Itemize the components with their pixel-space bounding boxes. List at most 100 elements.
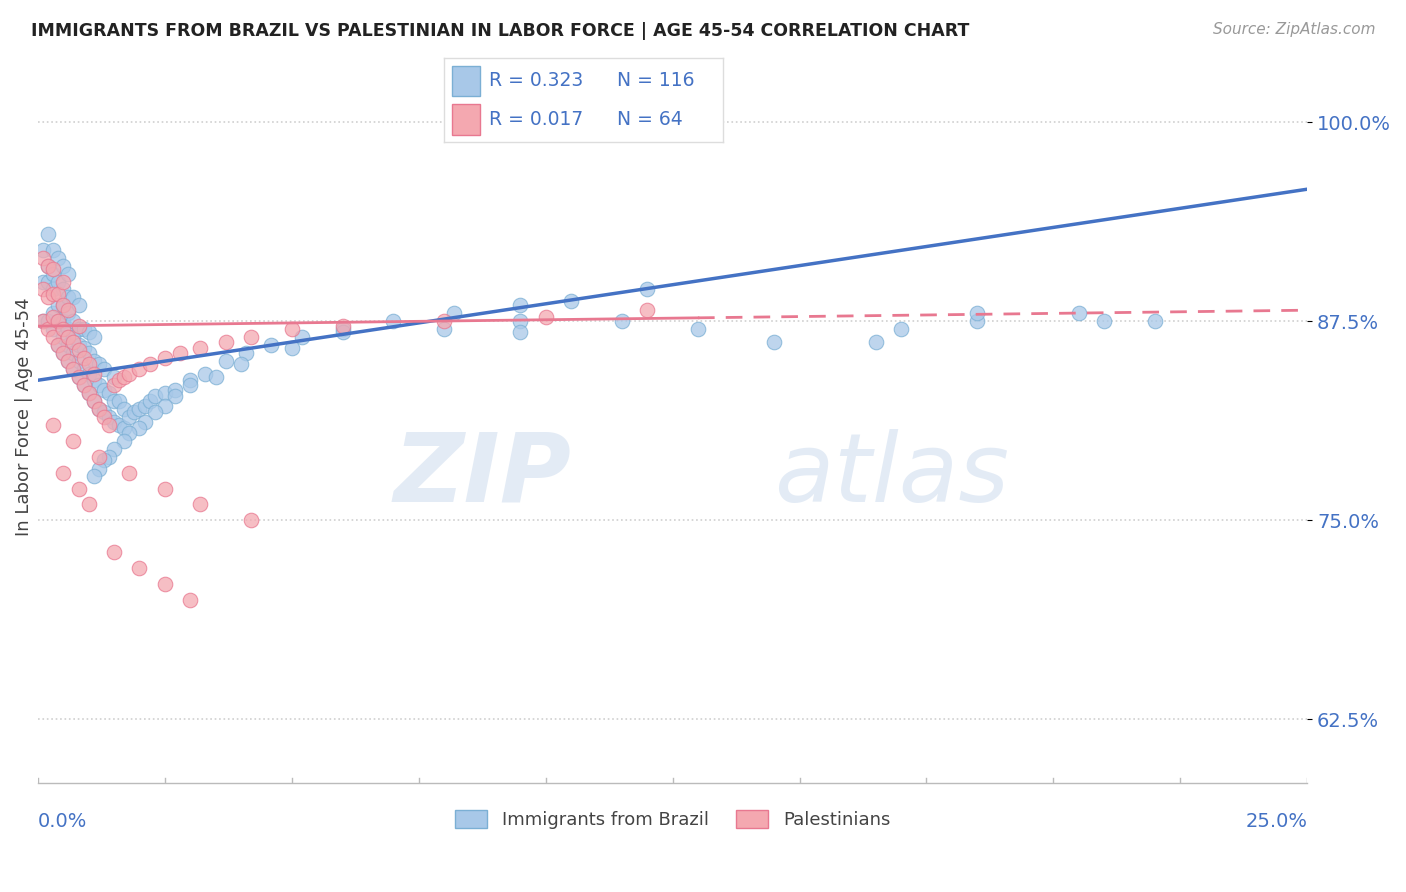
Point	[62, 362, 84, 376]
Point	[52, 298, 75, 312]
Point	[83, 367, 105, 381]
Point	[87, 357, 110, 371]
Point	[32, 283, 55, 297]
Point	[215, 354, 238, 368]
Point	[134, 415, 156, 429]
Point	[108, 417, 131, 432]
Point	[93, 453, 115, 467]
Point	[37, 227, 59, 241]
Point	[67, 298, 90, 312]
Point	[46, 314, 69, 328]
Point	[153, 351, 176, 365]
Point	[128, 421, 150, 435]
Text: 25.0%: 25.0%	[1246, 812, 1308, 830]
Point	[52, 346, 75, 360]
Point	[72, 378, 94, 392]
Point	[72, 351, 94, 365]
Point	[77, 386, 100, 401]
Point	[52, 259, 75, 273]
Point	[52, 466, 75, 480]
Point	[58, 267, 80, 281]
Point	[42, 330, 65, 344]
Point	[58, 322, 80, 336]
Point	[103, 393, 125, 408]
Point	[67, 370, 90, 384]
Point	[46, 338, 69, 352]
Point	[235, 346, 257, 360]
Point	[108, 393, 131, 408]
Point	[686, 322, 709, 336]
Point	[332, 326, 354, 340]
Point	[42, 310, 65, 324]
Point	[382, 314, 405, 328]
Y-axis label: In Labor Force | Age 45-54: In Labor Force | Age 45-54	[15, 298, 32, 536]
Point	[966, 314, 988, 328]
Point	[610, 314, 633, 328]
Point	[77, 386, 100, 401]
Point	[83, 393, 105, 408]
Point	[143, 389, 166, 403]
Point	[118, 425, 141, 440]
Text: ZIP: ZIP	[394, 429, 571, 522]
Point	[103, 442, 125, 456]
Point	[67, 343, 90, 357]
Point	[62, 362, 84, 376]
Point	[42, 261, 65, 276]
Point	[103, 370, 125, 384]
Point	[332, 322, 354, 336]
Text: Source: ZipAtlas.com: Source: ZipAtlas.com	[1212, 22, 1375, 37]
Point	[87, 401, 110, 416]
Point	[98, 417, 121, 432]
Point	[636, 283, 658, 297]
Point	[67, 338, 90, 352]
Point	[62, 290, 84, 304]
Point	[42, 417, 65, 432]
Point	[58, 330, 80, 344]
Point	[194, 367, 217, 381]
Point	[143, 405, 166, 419]
Point	[37, 259, 59, 273]
Point	[260, 338, 283, 352]
Point	[46, 251, 69, 265]
Point	[93, 362, 115, 376]
Point	[46, 314, 69, 328]
Point	[37, 275, 59, 289]
Point	[112, 434, 135, 448]
Point	[128, 362, 150, 376]
Point	[77, 346, 100, 360]
Point	[103, 415, 125, 429]
Point	[46, 287, 69, 301]
Point	[169, 346, 191, 360]
Point	[77, 498, 100, 512]
Point	[103, 378, 125, 392]
Point	[966, 306, 988, 320]
Point	[32, 243, 55, 257]
Point	[1143, 314, 1166, 328]
Point	[128, 561, 150, 575]
Point	[240, 330, 263, 344]
Point	[32, 251, 55, 265]
Point	[62, 434, 84, 448]
Point	[52, 322, 75, 336]
Point	[46, 275, 69, 289]
Point	[215, 334, 238, 349]
Point	[32, 314, 55, 328]
Point	[509, 326, 531, 340]
Point	[52, 330, 75, 344]
Point	[153, 399, 176, 413]
Point	[42, 322, 65, 336]
Point	[87, 401, 110, 416]
Point	[42, 243, 65, 257]
Point	[240, 513, 263, 527]
Point	[179, 373, 201, 387]
Point	[229, 357, 252, 371]
Point	[163, 389, 186, 403]
Point	[58, 303, 80, 318]
Point	[332, 319, 354, 334]
Point	[42, 306, 65, 320]
Point	[37, 314, 59, 328]
Point	[83, 330, 105, 344]
Point	[1067, 306, 1090, 320]
Point	[138, 357, 160, 371]
Point	[291, 330, 314, 344]
